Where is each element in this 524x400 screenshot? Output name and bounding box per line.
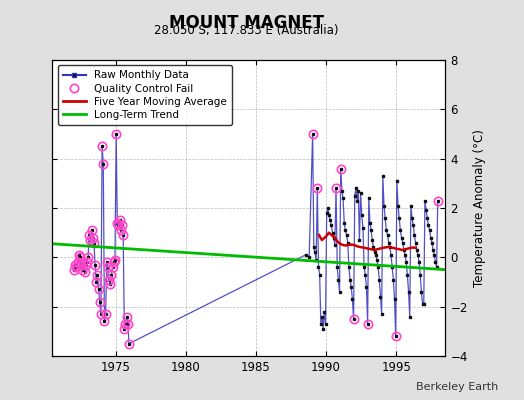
Y-axis label: Temperature Anomaly (°C): Temperature Anomaly (°C) bbox=[473, 129, 486, 287]
Legend: Raw Monthly Data, Quality Control Fail, Five Year Moving Average, Long-Term Tren: Raw Monthly Data, Quality Control Fail, … bbox=[58, 65, 232, 125]
Text: Berkeley Earth: Berkeley Earth bbox=[416, 382, 498, 392]
Text: 28.050 S, 117.833 E (Australia): 28.050 S, 117.833 E (Australia) bbox=[154, 24, 339, 37]
Text: MOUNT MAGNET: MOUNT MAGNET bbox=[169, 14, 324, 32]
